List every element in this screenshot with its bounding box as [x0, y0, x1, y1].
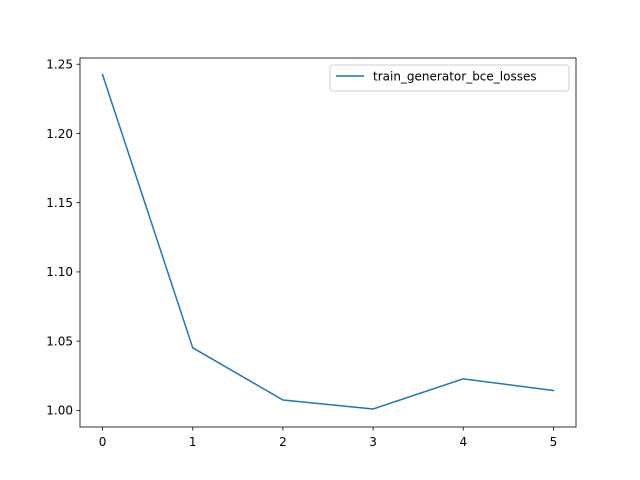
y-tick-label: 1.05 [46, 334, 73, 348]
x-tick-label: 2 [279, 435, 287, 449]
axes-frame [79, 57, 577, 428]
y-tick-label: 1.20 [46, 127, 73, 141]
y-tick-label: 1.00 [46, 404, 73, 418]
legend: train_generator_bce_losses [329, 64, 570, 92]
y-tick-label: 1.15 [46, 196, 73, 210]
y-tick-label: 1.25 [46, 58, 73, 72]
x-tick-label: 5 [550, 435, 558, 449]
legend-label: train_generator_bce_losses [373, 70, 537, 84]
x-tick-label: 1 [189, 435, 197, 449]
plot-area [80, 58, 576, 427]
legend-box [329, 64, 570, 92]
y-tick-label: 1.10 [46, 265, 73, 279]
x-tick-label: 4 [459, 435, 467, 449]
x-tick-label: 3 [369, 435, 377, 449]
series-line-0 [101, 73, 555, 410]
x-tick-label: 0 [99, 435, 107, 449]
